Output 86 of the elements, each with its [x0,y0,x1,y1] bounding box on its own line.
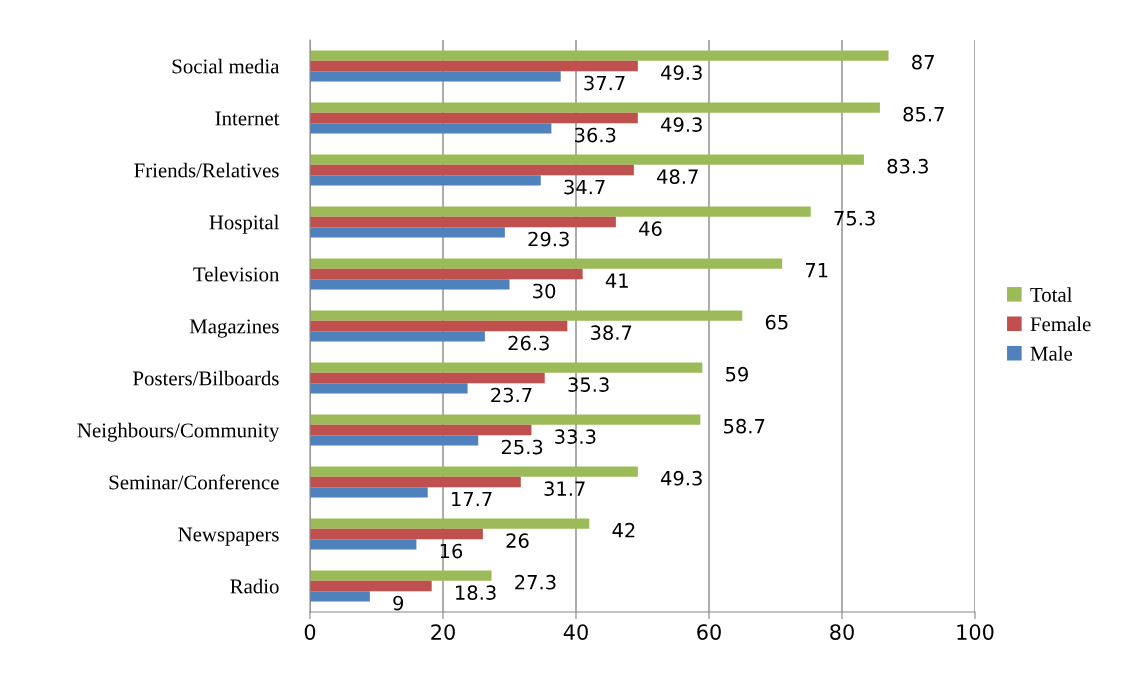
y-tick-label: Social media [172,58,280,74]
data-label: 65 [765,314,788,330]
data-label: 85.7 [903,106,944,122]
bar [310,164,634,176]
bar [310,435,479,446]
bar [310,102,880,113]
y-tick-label: Newspapers [178,527,279,546]
x-tick-label: 20 [431,624,455,640]
data-label: 36.3 [575,127,616,143]
bar [310,466,638,477]
bar [310,71,561,82]
bar [310,216,616,228]
bar [310,570,492,581]
data-label: 49.3 [661,117,702,132]
data-label: 48.7 [657,169,698,184]
data-label: 23.7 [491,387,532,403]
y-tick-label: Seminar/Conference [109,474,279,490]
bar [310,487,428,498]
bar [310,539,417,550]
data-label: 30 [533,283,556,299]
data-label: 34.7 [564,179,605,195]
bar [310,310,743,321]
data-label: 25.3 [501,439,543,455]
bar [310,175,541,186]
bar [310,518,590,529]
y-tick-label: Neighbours/Community [77,422,280,442]
bar [310,154,864,165]
data-label: 41 [605,273,628,288]
data-label: 42 [612,522,635,538]
data-label: 29.3 [528,231,569,247]
data-label: 18.3 [456,585,496,600]
data-label: 58.7 [724,418,765,434]
legend-label: Female [1030,316,1091,332]
data-label: 83.3 [887,158,928,174]
bar [310,476,521,488]
y-tick-label: Posters/Bilboards [133,370,279,386]
y-tick-label: Radio [230,578,279,594]
x-tick-label: 80 [830,624,854,640]
data-label: 38.7 [591,325,632,340]
bar [310,258,783,269]
x-tick-label: 40 [563,624,588,640]
data-label: 9 [393,595,404,611]
y-tick-label: Internet [215,111,280,126]
bar [310,591,370,602]
bar [310,528,483,540]
data-label: 46 [639,221,662,236]
data-label: 59 [726,366,748,382]
x-tick-label: 0 [304,624,316,640]
bar [310,206,811,217]
data-label: 75.3 [834,210,875,226]
bar [310,60,638,72]
bar [310,372,545,384]
data-label: 31.7 [544,481,585,496]
y-tick-label: Magazines [189,319,279,338]
data-label: 71 [805,263,828,278]
bar [310,383,468,394]
bar [310,227,505,238]
data-label: 26.3 [508,335,549,351]
y-tick-label: Friends/Relatives [134,162,279,178]
data-label: 87 [912,54,934,70]
data-label: 35.3 [568,377,609,392]
y-tick-label: Hospital [209,214,280,234]
bar [310,331,485,342]
bar [310,112,638,124]
legend-label: Total [1030,287,1073,302]
x-tick-label: 100 [957,624,994,640]
data-label: 17.7 [452,491,492,507]
bar [310,414,701,425]
data-label: 16 [440,543,463,559]
x-tick-label: 60 [697,624,721,640]
data-label: 27.3 [515,574,556,590]
bar [310,279,510,290]
data-label: 26 [506,533,529,548]
y-tick-label: Television [193,266,280,282]
bar [310,580,432,592]
bar [310,50,889,61]
bar [310,123,552,134]
data-label: 49.3 [661,65,702,80]
data-label: 33.3 [555,429,596,444]
bar [310,320,568,332]
data-label: 49.3 [661,470,702,486]
bar [310,268,583,280]
data-label: 37.7 [584,75,625,91]
legend-label: Male [1030,346,1073,361]
bar [310,362,703,373]
bar [310,424,532,436]
